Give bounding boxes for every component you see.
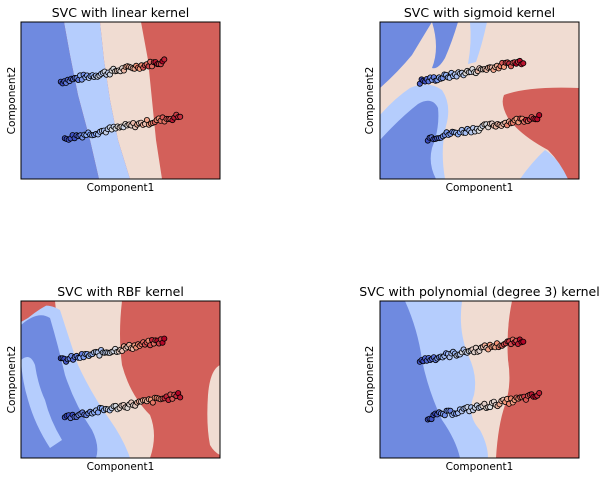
region-class-0 xyxy=(432,22,458,69)
region-class-1 xyxy=(468,22,487,64)
data-point xyxy=(161,56,168,63)
panel-linear: SVC with linear kernel Component1 Compon… xyxy=(6,5,221,194)
region-class-2 xyxy=(207,365,220,455)
panel-sigmoid: SVC with sigmoid kernel Component1 Compo… xyxy=(364,5,580,194)
data-point xyxy=(520,60,527,67)
panel-polynomial: SVC with polynomial (degree 3) kernel Co… xyxy=(359,284,599,473)
plot-title: SVC with linear kernel xyxy=(52,5,190,20)
region-class-0 xyxy=(380,22,432,88)
plot-frame xyxy=(20,21,221,180)
decision-regions-linear xyxy=(21,22,220,179)
region-class-0 xyxy=(21,22,99,179)
scatter-points-rbf xyxy=(57,335,184,422)
data-point xyxy=(177,394,184,401)
y-axis-label: Component2 xyxy=(364,67,376,135)
region-class-0 xyxy=(21,416,48,458)
plot-frame xyxy=(379,300,580,459)
x-axis-label: Component1 xyxy=(446,182,514,194)
region-class-0 xyxy=(380,301,460,458)
plot-title: SVC with polynomial (degree 3) kernel xyxy=(359,284,599,299)
region-class-3 xyxy=(502,87,579,179)
data-point xyxy=(536,112,543,119)
x-axis-label: Component1 xyxy=(87,182,155,194)
data-point xyxy=(177,113,184,120)
decision-regions-rbf xyxy=(21,301,220,458)
data-point xyxy=(161,335,168,342)
region-class-0 xyxy=(380,100,439,179)
panel-rbf: SVC with RBF kernel Component1 Component… xyxy=(6,284,221,473)
region-class-1 xyxy=(21,356,62,448)
plot-title: SVC with RBF kernel xyxy=(57,284,184,299)
region-class-2 xyxy=(55,301,154,458)
plot-title: SVC with sigmoid kernel xyxy=(404,5,555,20)
data-point xyxy=(149,399,156,406)
data-point xyxy=(520,338,527,345)
decision-regions-polynomial xyxy=(380,301,579,458)
region-class-1 xyxy=(64,22,130,179)
y-axis-label: Component2 xyxy=(6,67,18,135)
region-class-3 xyxy=(21,301,55,322)
x-axis-label: Component1 xyxy=(446,461,514,473)
y-axis-label: Component2 xyxy=(6,346,18,414)
scatter-points-linear xyxy=(57,56,184,143)
plot-frame xyxy=(379,21,580,180)
scatter-points-polynomial xyxy=(416,336,543,423)
data-point xyxy=(536,389,543,396)
x-axis-label: Component1 xyxy=(87,461,155,473)
decision-regions-sigmoid xyxy=(380,22,579,179)
scatter-points-sigmoid xyxy=(416,57,543,144)
region-class-1 xyxy=(520,150,568,179)
y-axis-label: Component2 xyxy=(364,346,376,414)
plot-frame xyxy=(20,300,221,459)
